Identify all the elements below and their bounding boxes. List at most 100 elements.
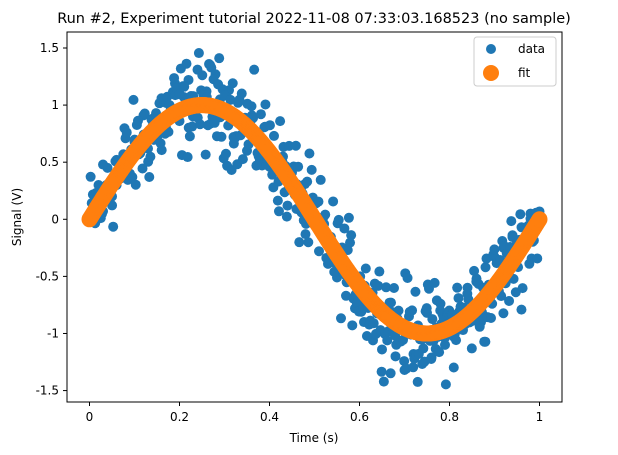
data-point [313,196,324,207]
data-point [314,246,324,257]
data-point [532,253,543,264]
data-point [339,223,350,234]
data-point [506,216,517,227]
data-point [255,109,266,120]
data-point [264,120,275,131]
data-point [220,148,231,159]
data-point [300,229,311,240]
data-point [408,362,419,373]
x-tick-label: 0 [86,410,94,424]
data-point [121,127,132,138]
data-point [320,209,331,220]
data-point [480,262,491,273]
data-point [466,343,477,354]
data-point [453,293,464,304]
data-point [174,89,185,100]
x-tick-label: 0.6 [350,410,369,424]
data-point [516,304,527,315]
data-point [376,366,387,377]
data-point [206,62,217,73]
data-point [393,305,404,316]
data-point [480,336,491,347]
data-point [272,195,283,206]
data-point [345,237,356,248]
data-point [214,53,225,64]
data-point [346,230,357,241]
data-point [144,171,155,182]
data-point [304,148,315,159]
data-point [179,81,190,92]
data-point [236,88,247,99]
data-point [382,335,393,346]
data-point [498,308,509,319]
fit-point [531,211,548,228]
data-point [440,379,451,390]
data-point [195,119,206,130]
data-point [242,98,253,109]
data-point [181,58,192,69]
x-tick-label: 1 [536,410,544,424]
data-point [399,356,410,367]
chart-title: Run #2, Experiment tutorial 2022-11-08 0… [57,11,571,27]
data-point [290,140,301,151]
data-point [98,159,109,170]
data-point [127,172,138,183]
data-point [315,174,326,185]
fit-series-points [81,97,548,342]
data-point [469,265,480,276]
x-tick-label: 0.8 [440,410,459,424]
data-point [489,244,500,255]
y-tick-label: 0 [51,212,59,226]
data-point [434,347,445,358]
data-point [515,209,526,220]
x-tick-label: 0.4 [260,410,279,424]
data-point [216,131,227,142]
data-point [390,351,401,362]
data-point [448,362,459,373]
data-point [275,116,286,127]
data-point [156,145,167,156]
y-tick-label: 0.5 [40,155,59,169]
data-point [368,318,379,329]
data-point [294,237,305,248]
data-point [139,108,150,119]
legend-fit-marker [483,65,499,81]
data-point [427,314,438,325]
data-point [381,282,392,293]
data-point [333,214,344,225]
data-point [108,221,119,232]
data-point [187,121,198,132]
legend-fit-label: fit [518,66,531,80]
data-point [273,206,284,217]
data-point [360,263,371,274]
data-point [268,182,279,193]
data-point [200,149,211,160]
data-point [249,64,260,75]
data-point [343,212,354,223]
y-tick-label: -0.5 [36,269,59,283]
data-point [145,151,156,162]
data-point [227,78,238,89]
data-point [517,283,528,294]
data-point [474,321,485,332]
data-point [132,115,143,126]
data-point [293,161,304,172]
data-point [281,211,292,222]
data-point [451,335,462,346]
data-point [328,196,339,207]
x-axis-ticks: 0 0.2 0.4 0.6 0.8 1 [86,402,544,424]
data-point [402,272,413,283]
data-point [418,343,429,354]
legend-data-marker [486,44,496,54]
data-point [373,280,384,291]
data-point [426,353,437,364]
data-point [486,312,497,323]
y-tick-label: -1.5 [36,384,59,398]
data-point [303,237,314,248]
data-point [184,131,195,142]
data-point [431,295,442,306]
data-point [361,330,372,341]
data-point [197,70,208,81]
data-point [504,295,515,306]
